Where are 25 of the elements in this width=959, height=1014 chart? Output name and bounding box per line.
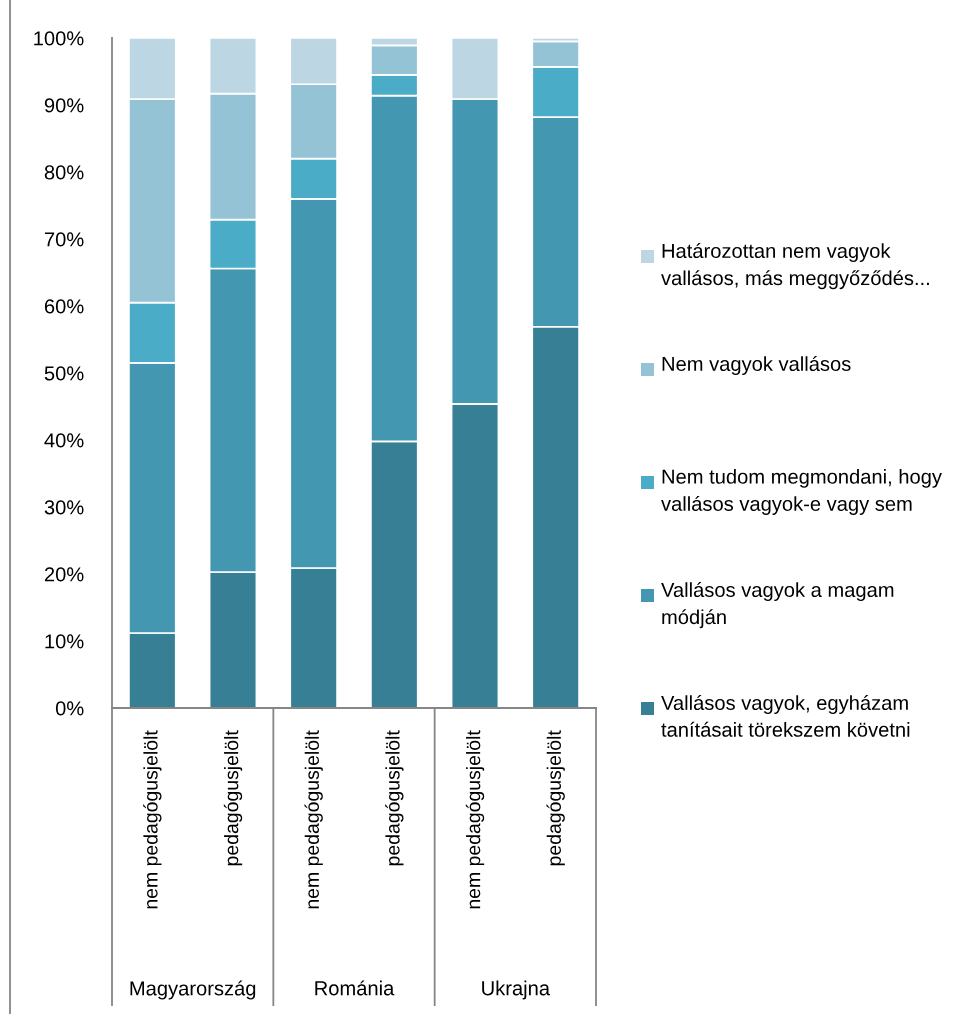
- text: Románia: [315, 980, 395, 996]
- text: Magyarország: [130, 980, 256, 1000]
- legend-label: Vallásos vagyok, egyházam tanításait törekszem követni: [661, 695, 910, 737]
- legend-label: Vallásos vagyok a magam módján: [661, 582, 894, 629]
- y-tick-label: 0%: [55, 701, 84, 716]
- legend-label: Nem tudom megmondani, hogy vallásos vagyok-e vagy sem: [661, 469, 942, 515]
- y-tick-label: 50%: [44, 366, 84, 381]
- y-tick-label: 90%: [44, 98, 84, 113]
- legend-label: Nem vagyok vallásos: [662, 356, 851, 376]
- text: Ukrajna: [482, 980, 551, 1000]
- x-tick-label: pedagógusjelölt: [223, 730, 243, 866]
- y-tick-label: 80%: [44, 165, 84, 180]
- y-tick-label: 70%: [44, 232, 84, 247]
- y-tick-label: 20%: [44, 567, 84, 582]
- x-tick-label: nem pedagógusjelölt: [304, 730, 323, 909]
- y-tick-label: 30%: [44, 500, 84, 515]
- x-tick-label: pedagógusjelölt: [385, 730, 404, 866]
- x-tick-label: nem pedagógusjelölt: [465, 730, 485, 909]
- y-tick-label: 60%: [44, 299, 84, 314]
- legend-label: Határozottan nem vagyok vallásos, más meggyőződés...: [661, 243, 929, 290]
- x-tick-label: pedagógusjelölt: [546, 730, 565, 866]
- y-tick-label: 40%: [44, 433, 84, 448]
- y-tick-label: 10%: [45, 634, 84, 649]
- y-tick-label: 100%: [34, 31, 84, 46]
- x-tick-label: nem pedagógusjelölt: [143, 730, 162, 909]
